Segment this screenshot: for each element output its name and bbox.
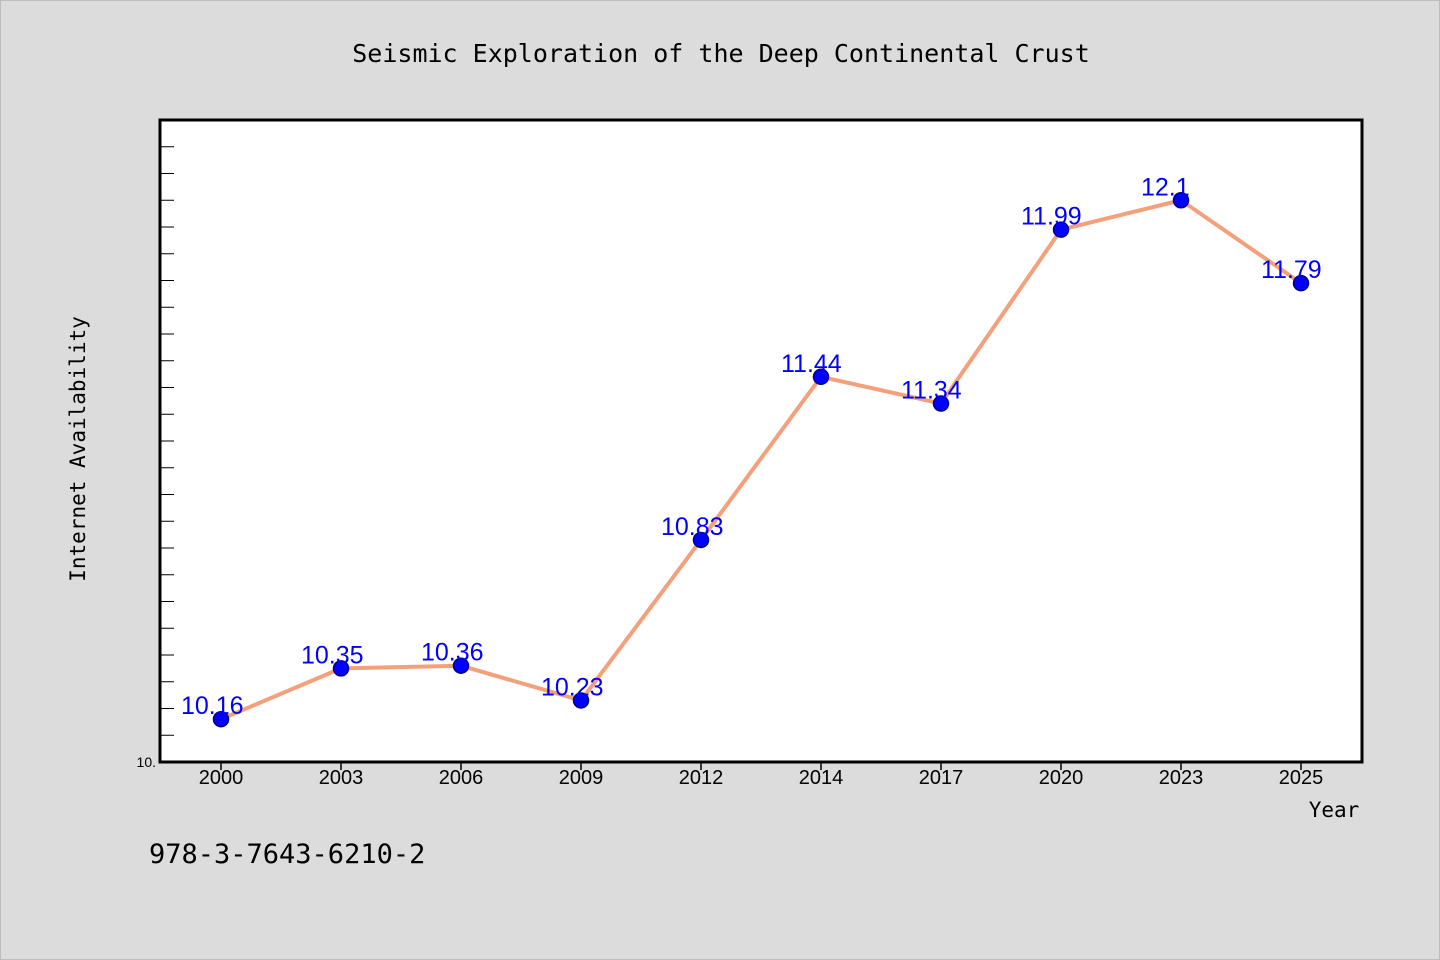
x-tick-label: 2000 <box>199 767 244 789</box>
x-tick-label: 2009 <box>559 767 604 789</box>
data-point <box>452 657 470 674</box>
data-label: 10.16 <box>181 692 244 720</box>
series-line <box>220 198 1303 722</box>
x-tick-label: 2017 <box>919 767 964 789</box>
data-label: 10.35 <box>301 641 364 669</box>
isbn-footer: 978-3-7643-6210-2 <box>149 839 425 870</box>
x-tick-label: 2025 <box>1279 767 1324 789</box>
data-label: 11.44 <box>781 350 842 378</box>
data-labels: 10.16 10.35 10.36 10.23 10.83 11.44 11.34 11.99… <box>181 173 1322 720</box>
data-label: 11.99 <box>1021 203 1082 231</box>
x-tick-label: 2020 <box>1039 767 1084 789</box>
series-layer <box>212 192 1310 728</box>
data-point <box>932 395 950 412</box>
chart-title: Seismic Exploration of the Deep Continen… <box>352 39 1090 68</box>
data-label: 11.34 <box>901 377 962 405</box>
data-point <box>572 692 590 709</box>
data-point <box>212 710 230 728</box>
data-label: 10.36 <box>421 639 484 667</box>
data-point <box>812 368 830 386</box>
x-tick-label: 2014 <box>799 767 844 789</box>
x-axis-ticks: 2000 2003 2006 2009 2012 2014 2017 2020 2023 2025 <box>199 762 1324 789</box>
data-point <box>1052 221 1070 238</box>
data-label: 10.83 <box>661 513 724 541</box>
data-point <box>1172 192 1190 209</box>
x-tick-label: 2003 <box>319 767 364 789</box>
y-axis-label: Internet Availability <box>66 316 90 582</box>
data-label: 10.23 <box>541 673 604 701</box>
plot-frame <box>158 118 1364 764</box>
y-axis-ticks: 10. <box>137 146 174 770</box>
data-point <box>692 531 710 549</box>
data-label: 11.79 <box>1261 256 1322 284</box>
plot-area <box>160 120 1362 762</box>
x-tick-label: 2012 <box>679 767 724 789</box>
x-axis-label: Year <box>1309 798 1360 822</box>
x-tick-label: 2023 <box>1159 767 1204 789</box>
data-point <box>1292 274 1310 292</box>
data-point <box>332 660 350 677</box>
y-tick-label: 10. <box>137 754 156 770</box>
x-tick-label: 2006 <box>439 767 484 789</box>
data-label: 12.1 <box>1141 173 1190 201</box>
